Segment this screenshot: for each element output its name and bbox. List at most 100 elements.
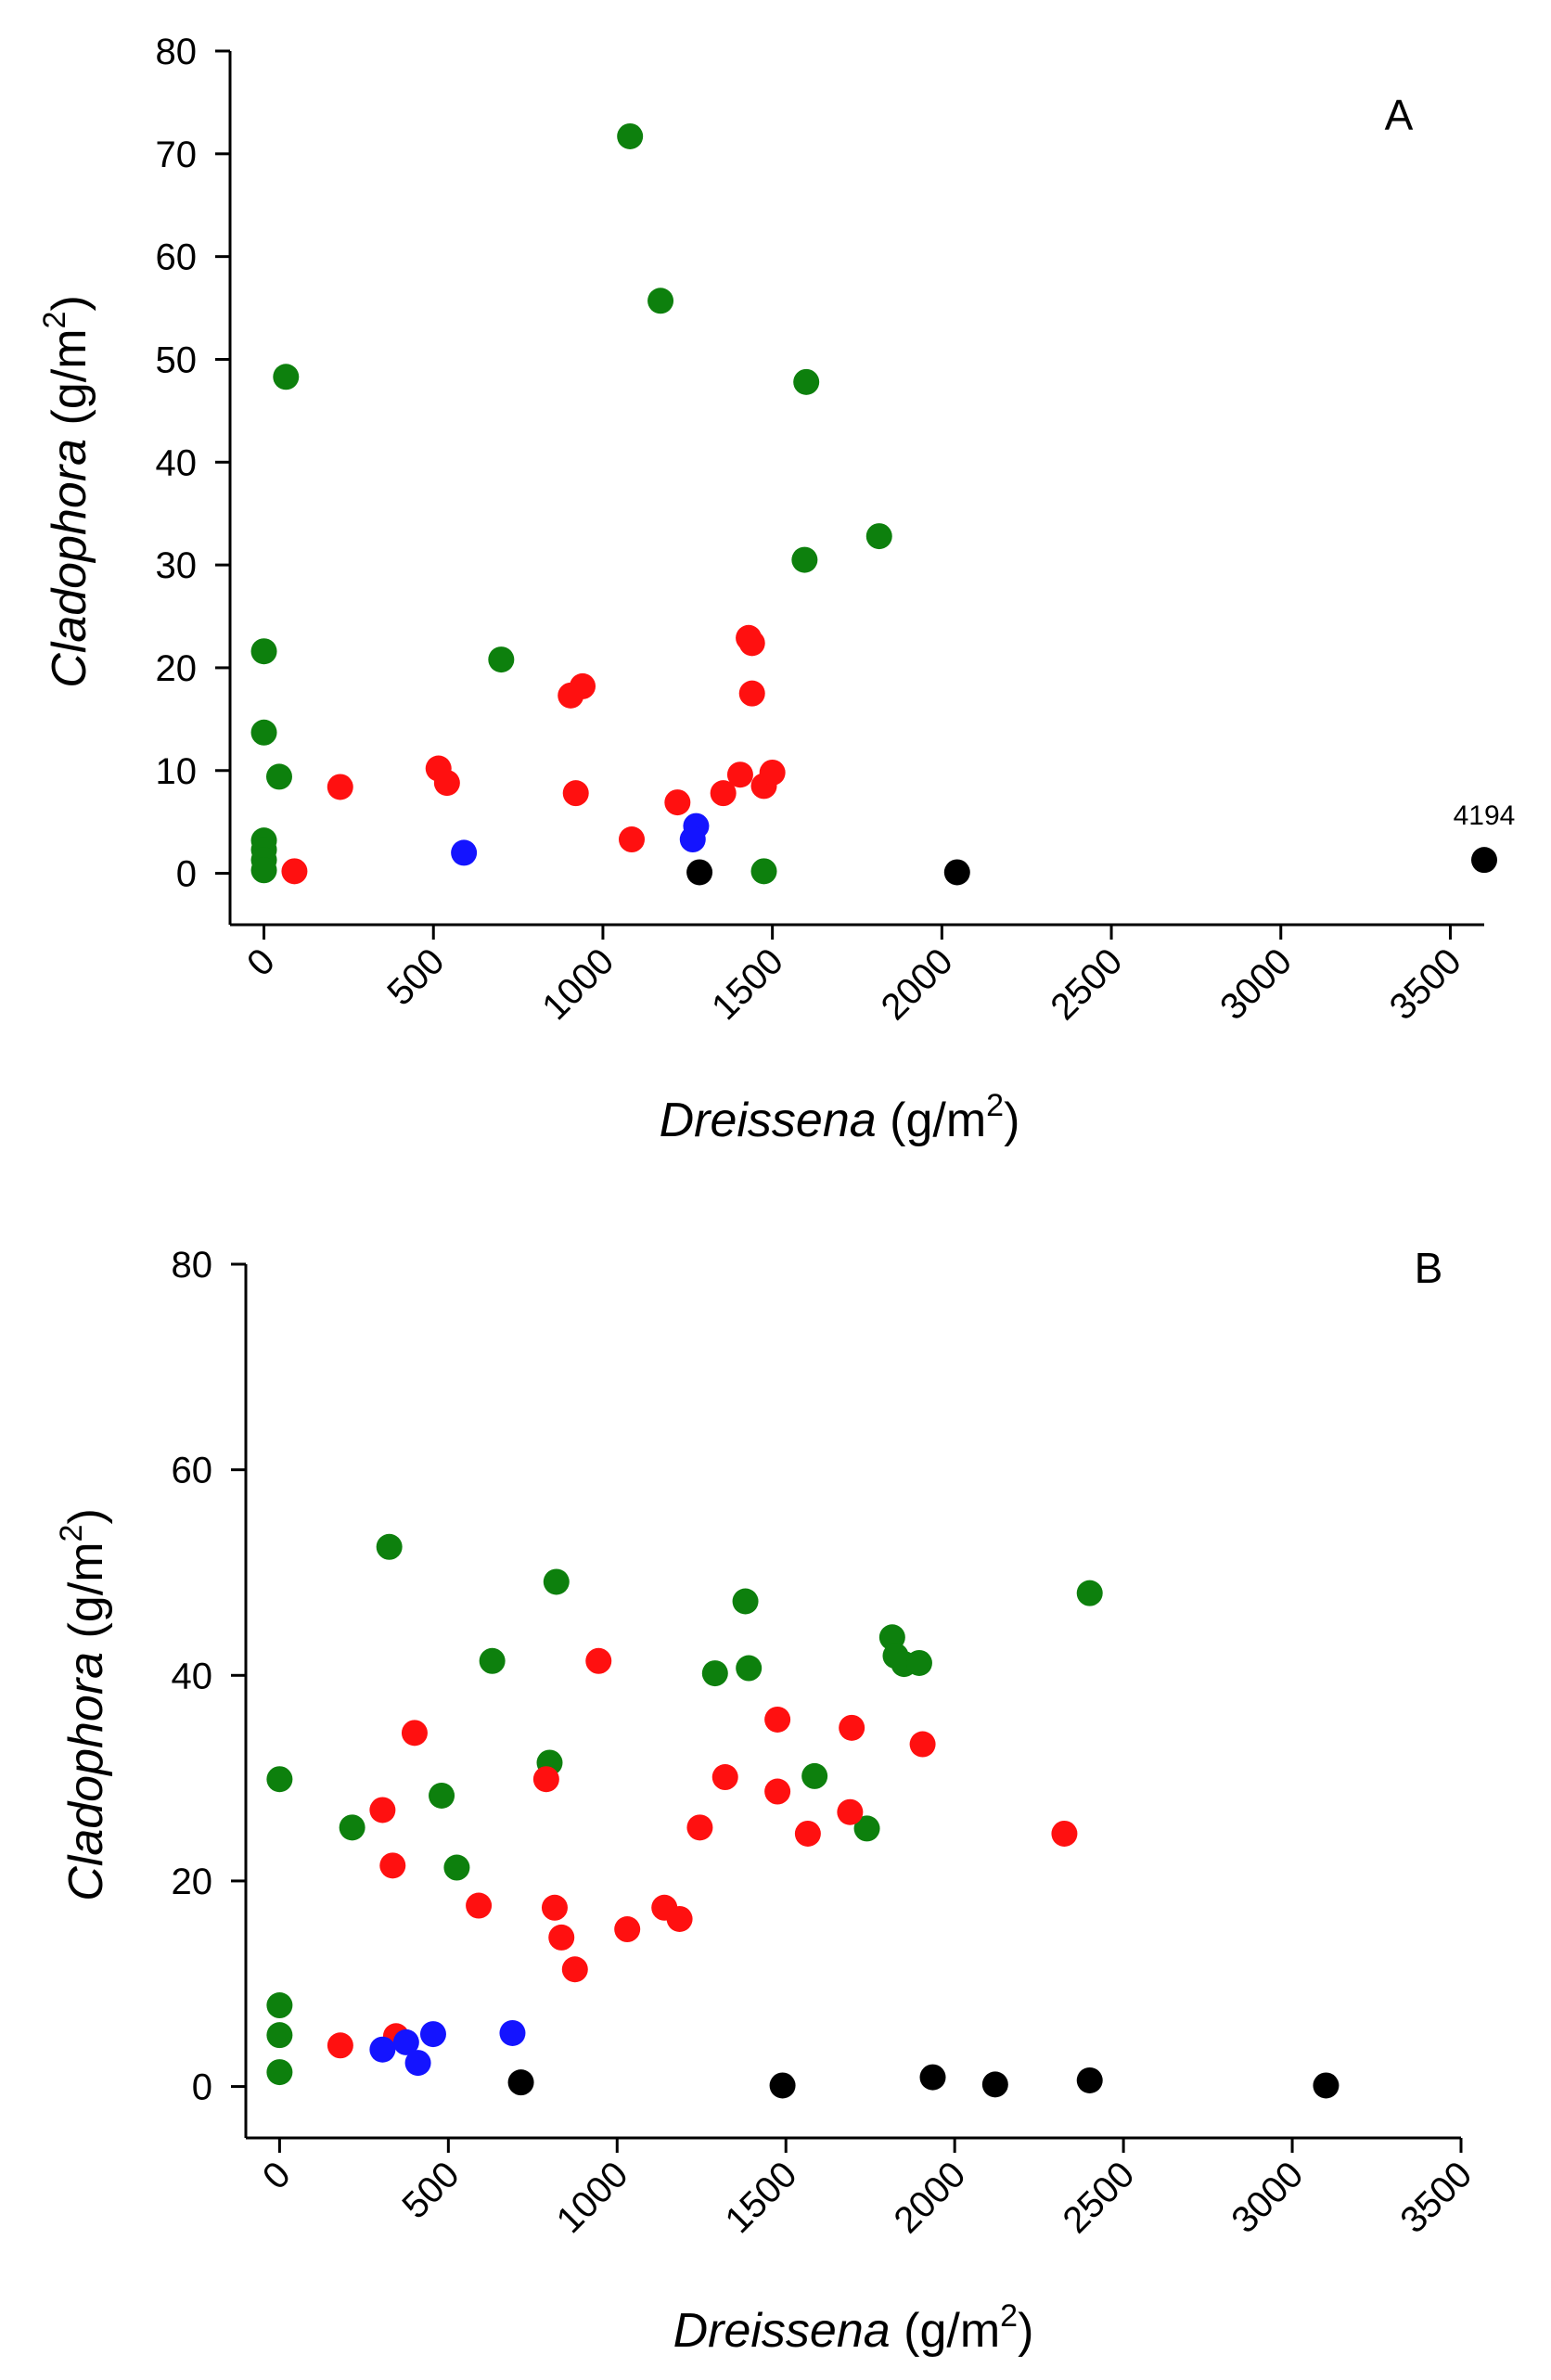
- data-point-green: [266, 1766, 293, 1793]
- data-point-green: [266, 1992, 293, 2019]
- y-tick-label-b: 40: [172, 1656, 213, 1696]
- x-axis-title-taxon: Dreissena: [673, 2304, 891, 2358]
- data-point-red: [379, 1852, 406, 1879]
- x-tick-label-b: 2000: [886, 2154, 973, 2241]
- data-point-green: [617, 122, 644, 149]
- data-point-black: [769, 2072, 796, 2099]
- annotation-label: 4194: [1454, 800, 1516, 831]
- y-axis-title-close: ): [43, 295, 96, 311]
- x-axis-title-taxon: Dreissena: [660, 1094, 877, 1147]
- y-axis-title-taxon: Cladophora: [59, 1652, 113, 1901]
- x-tick-label-b: 3000: [1224, 2154, 1311, 2241]
- data-point-green: [853, 1815, 880, 1842]
- y-tick-label-a: 20: [156, 648, 198, 689]
- x-axis-title-close: ): [1018, 2304, 1033, 2358]
- y-tick-label-a: 60: [156, 237, 198, 278]
- data-point-red: [541, 1894, 568, 1921]
- data-point-green: [1076, 1580, 1103, 1606]
- data-point-red: [585, 1647, 612, 1674]
- data-point-black: [1313, 2072, 1340, 2099]
- data-point-red: [281, 858, 308, 885]
- data-point-red: [909, 1731, 936, 1758]
- y-tick-label-b: 60: [172, 1451, 213, 1491]
- data-point-green: [736, 1655, 763, 1682]
- panel-label-a: A: [1385, 91, 1414, 139]
- x-tick-label-b: 0: [255, 2154, 299, 2197]
- y-tick-label-a: 10: [156, 751, 198, 792]
- data-point-green: [339, 1814, 365, 1841]
- data-point-red: [726, 761, 753, 788]
- x-axis-title-superscript: 2: [986, 1088, 1004, 1123]
- data-point-green: [250, 638, 277, 665]
- data-point-red: [764, 1778, 791, 1805]
- y-axis-title-taxon: Cladophora: [43, 439, 96, 688]
- data-point-black: [1076, 2067, 1103, 2093]
- y-tick-label-b: 0: [192, 2067, 212, 2108]
- data-point-red: [561, 1956, 588, 1983]
- data-point-red: [686, 1814, 713, 1841]
- data-point-green: [543, 1568, 570, 1595]
- x-tick-label-a: 2500: [1043, 940, 1130, 1028]
- data-point-red: [710, 780, 737, 807]
- y-tick-label-b: 20: [172, 1862, 213, 1902]
- y-axis-title-superscript: 2: [37, 312, 72, 329]
- x-axis-title-unit: (g/m: [891, 2304, 1000, 2358]
- y-axis-title-unit: (g/m: [43, 328, 96, 438]
- data-point-green: [905, 1649, 932, 1676]
- data-point-green: [429, 1782, 455, 1809]
- data-point-green: [250, 857, 277, 884]
- data-point-blue: [392, 2028, 419, 2055]
- data-point-blue: [419, 2021, 446, 2048]
- x-tick-label-a: 500: [379, 940, 452, 1013]
- data-point-blue: [451, 839, 478, 866]
- x-tick-label-b: 1500: [718, 2154, 805, 2241]
- data-point-green: [273, 364, 300, 390]
- x-axis-title-a: Dreissena (g/m2): [660, 1088, 1020, 1147]
- y-tick-label-b: 80: [172, 1245, 213, 1286]
- data-point-green: [793, 368, 820, 395]
- data-point-red: [666, 1905, 693, 1932]
- data-point-red: [1051, 1820, 1078, 1847]
- data-point-red: [614, 1916, 641, 1943]
- x-tick-label-a: 3000: [1212, 940, 1300, 1028]
- x-tick-label-b: 500: [394, 2154, 467, 2226]
- data-point-red: [433, 770, 460, 797]
- data-point-green: [865, 523, 892, 550]
- x-tick-label-a: 2000: [874, 940, 961, 1028]
- x-axis-title-unit: (g/m: [877, 1094, 986, 1147]
- data-point-blue: [404, 2050, 431, 2077]
- y-tick-label-a: 50: [156, 339, 198, 380]
- x-tick-label-a: 3500: [1382, 940, 1469, 1028]
- x-tick-label-b: 2500: [1055, 2154, 1142, 2241]
- data-point-green: [443, 1854, 470, 1881]
- data-point-blue: [369, 2036, 396, 2063]
- x-tick-label-a: 1500: [704, 940, 791, 1028]
- data-point-green: [266, 2022, 293, 2049]
- data-point-black: [1471, 847, 1497, 874]
- data-point-black: [919, 2064, 946, 2091]
- y-axis-title-superscript: 2: [54, 1525, 89, 1542]
- data-point-red: [548, 1924, 575, 1951]
- data-point-green: [488, 646, 515, 673]
- data-point-blue: [679, 826, 706, 853]
- data-point-green: [791, 546, 818, 573]
- data-point-red: [759, 759, 786, 786]
- data-point-green: [479, 1647, 506, 1674]
- y-axis-title-b: Cladophora (g/m2): [54, 1508, 113, 1901]
- x-tick-label-b: 1000: [549, 2154, 636, 2241]
- data-point-green: [647, 288, 674, 314]
- x-tick-label-a: 1000: [534, 940, 622, 1028]
- panel-a-scatter-chart: 0 10 20 30 40 50 60 70 80 0 500 1000 1500 2000 2500 300…: [37, 32, 1515, 1147]
- data-point-green: [701, 1660, 728, 1687]
- data-point-green: [266, 2059, 293, 2086]
- data-point-red: [562, 780, 589, 807]
- y-tick-label-a: 30: [156, 545, 198, 586]
- data-point-red: [327, 2032, 353, 2059]
- data-point-black: [686, 859, 713, 886]
- y-axis-title-close: ): [59, 1508, 113, 1524]
- data-point-red: [401, 1720, 428, 1747]
- data-point-black: [507, 2069, 534, 2096]
- data-point-red: [532, 1766, 559, 1793]
- data-point-blue: [499, 2019, 526, 2046]
